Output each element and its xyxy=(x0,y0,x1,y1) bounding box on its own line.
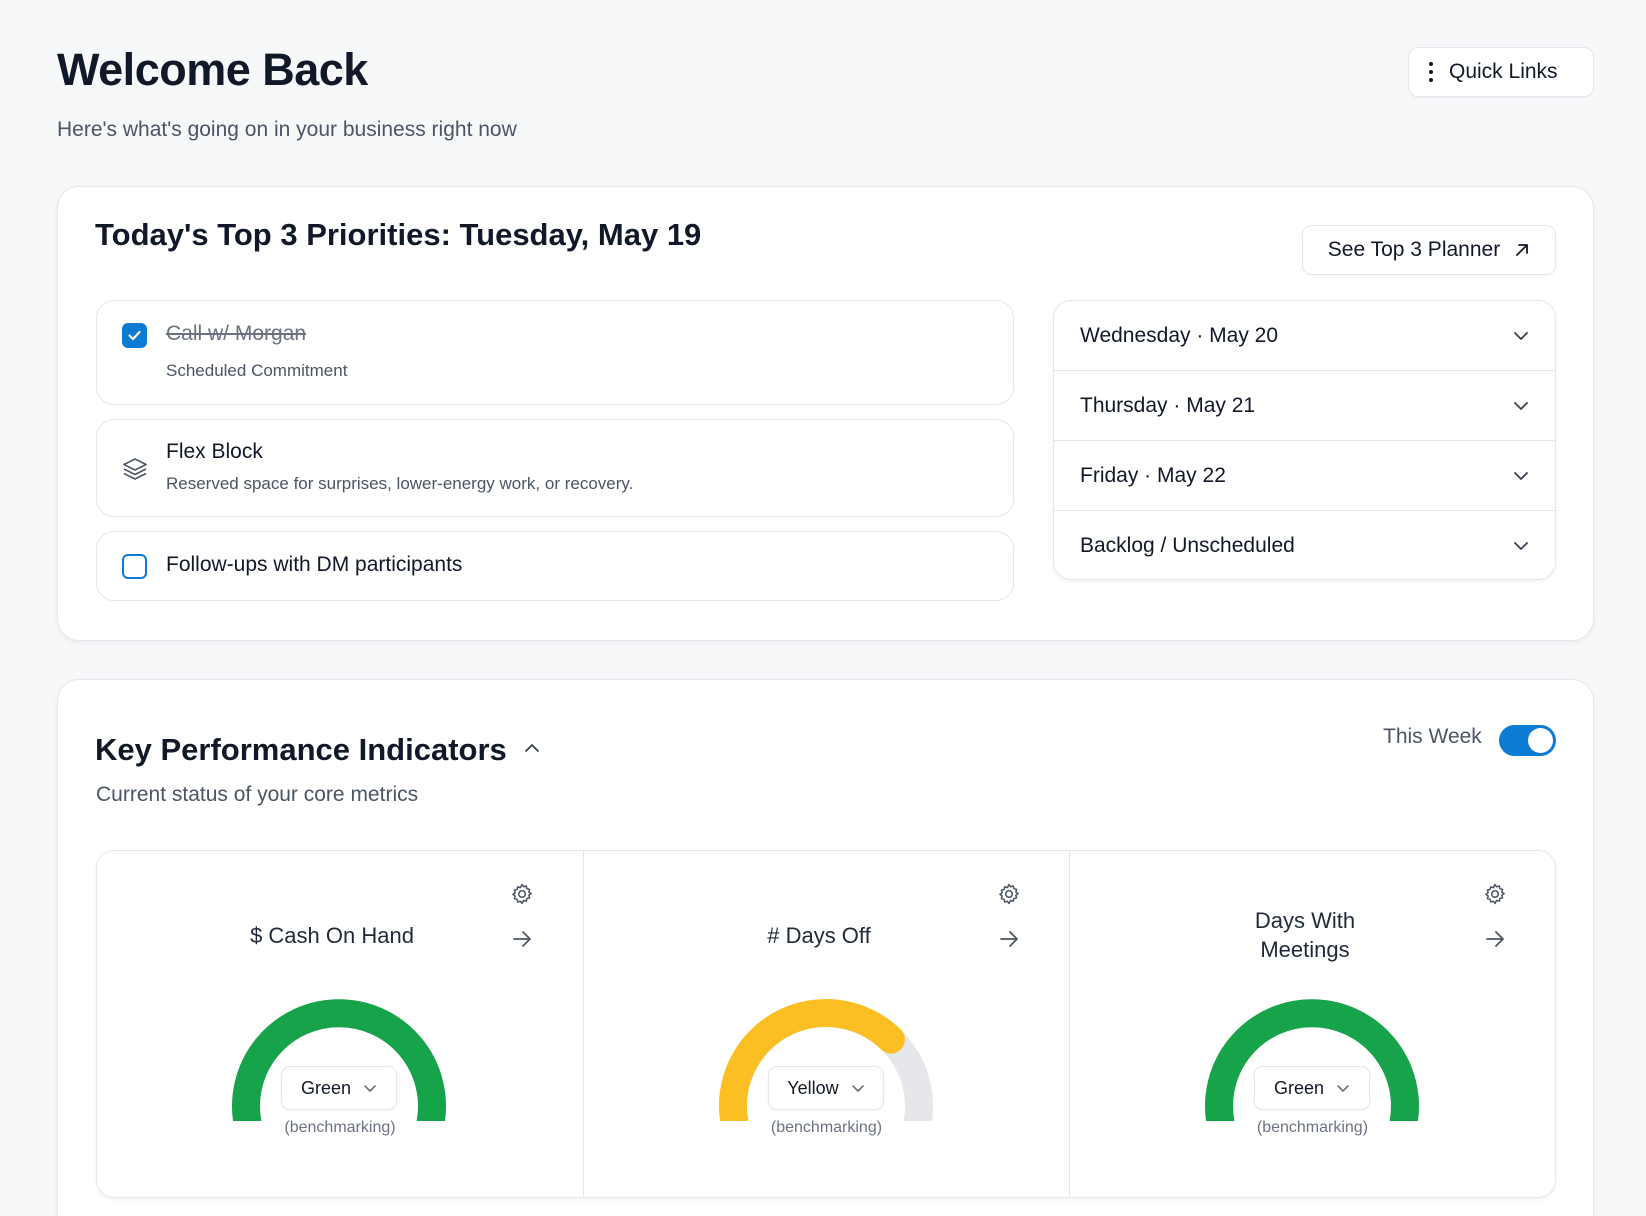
benchmark-note: (benchmarking) xyxy=(284,1119,396,1136)
priority-checkbox[interactable] xyxy=(122,323,147,348)
kpi-name: Days With Meetings xyxy=(1140,891,1470,981)
chevron-down-icon xyxy=(851,1084,864,1092)
day-label: Friday · May 22 xyxy=(1080,463,1226,487)
priority-title: Follow-ups with DM participants xyxy=(166,553,463,576)
day-row-friday[interactable]: Friday · May 22 xyxy=(1054,441,1555,511)
layers-icon xyxy=(123,458,147,480)
kpi-name-text: $ Cash On Hand xyxy=(250,922,414,948)
kpi-name-text: Days With Meetings xyxy=(1254,908,1356,962)
toggle-knob xyxy=(1528,728,1553,753)
page-subtitle: Here's what's going on in your business … xyxy=(57,118,517,141)
status-dropdown[interactable]: Yellow xyxy=(767,1066,884,1110)
kpi-card: Key Performance Indicators Current statu… xyxy=(57,679,1594,1216)
kpi-subtitle: Current status of your core metrics xyxy=(96,783,419,806)
upcoming-days-list: Wednesday · May 20 Thursday · May 21 Fri… xyxy=(1053,300,1556,580)
priority-item: Call w/ Morgan Scheduled Commitment xyxy=(96,300,1014,405)
see-top3-planner-button[interactable]: See Top 3 Planner xyxy=(1302,225,1556,275)
kpi-grid: $ Cash On Hand Green (benchmarking) xyxy=(96,850,1556,1198)
status-value: Green xyxy=(300,1077,352,1098)
chevron-down-icon xyxy=(1514,471,1528,480)
priority-subtitle: Scheduled Commitment xyxy=(166,361,348,380)
chevron-up-icon[interactable] xyxy=(523,742,541,754)
status-value: Yellow xyxy=(787,1077,839,1098)
priority-title: Call w/ Morgan xyxy=(166,322,307,345)
benchmark-note: (benchmarking) xyxy=(1256,1119,1369,1136)
arrow-right-icon[interactable] xyxy=(1483,927,1507,951)
kpi-gauge xyxy=(1204,999,1419,1121)
chevron-down-icon xyxy=(1514,331,1528,340)
priorities-title: Today's Top 3 Priorities: Tuesday, May 1… xyxy=(95,217,702,252)
external-arrow-icon xyxy=(1516,244,1529,256)
day-label: Backlog / Unscheduled xyxy=(1080,534,1295,557)
gear-icon[interactable] xyxy=(1483,882,1507,906)
quick-links-label: Quick Links xyxy=(1449,60,1558,83)
period-toggle-label: This Week xyxy=(1383,725,1482,748)
kpi-gauge xyxy=(718,998,933,1121)
gear-icon[interactable] xyxy=(997,882,1021,906)
chevron-down-icon xyxy=(1514,542,1528,550)
status-value: Green xyxy=(1273,1077,1324,1098)
kpi-title: Key Performance Indicators xyxy=(95,732,507,767)
chevron-down-icon xyxy=(1337,1084,1349,1092)
more-vertical-icon xyxy=(1429,62,1433,82)
benchmark-note: (benchmarking) xyxy=(770,1119,883,1136)
kpi-tile-days-off: # Days Off Yellow (benchmarking) xyxy=(582,851,1069,1197)
gauge-value-arc xyxy=(1204,999,1419,1121)
status-dropdown[interactable]: Green xyxy=(1253,1066,1370,1110)
priority-subtitle: Reserved space for surprises, lower-ener… xyxy=(166,474,634,493)
chevron-down-icon xyxy=(364,1084,376,1092)
arrow-right-icon[interactable] xyxy=(510,927,534,951)
kpi-name: # Days Off xyxy=(654,891,984,981)
day-label: Thursday · May 21 xyxy=(1080,393,1256,417)
priorities-card: Today's Top 3 Priorities: Tuesday, May 1… xyxy=(57,186,1594,641)
checkmark-icon xyxy=(128,330,141,341)
day-row-backlog[interactable]: Backlog / Unscheduled xyxy=(1054,511,1555,579)
gauge-value-arc xyxy=(718,998,905,1121)
priority-item: Follow-ups with DM participants xyxy=(96,531,1014,601)
status-dropdown[interactable]: Green xyxy=(281,1066,397,1110)
priority-item[interactable]: Flex Block Reserved space for surprises,… xyxy=(96,419,1014,517)
priority-title: Flex Block xyxy=(166,440,263,463)
day-row-thursday[interactable]: Thursday · May 21 xyxy=(1054,371,1555,441)
day-row-wednesday[interactable]: Wednesday · May 20 xyxy=(1054,301,1555,371)
kpi-tile-days-with-meetings: Days With Meetings Green (benchmarking) xyxy=(1068,851,1555,1197)
day-label: Wednesday · May 20 xyxy=(1080,323,1279,347)
period-toggle[interactable] xyxy=(1499,725,1556,756)
quick-links-button[interactable]: Quick Links xyxy=(1408,47,1594,97)
arrow-right-icon[interactable] xyxy=(997,927,1021,951)
chevron-down-icon xyxy=(1514,401,1528,410)
planner-button-label: See Top 3 Planner xyxy=(1327,238,1501,261)
kpi-name-text: # Days Off xyxy=(767,922,871,948)
gauge-value-arc xyxy=(232,999,446,1121)
kpi-name: $ Cash On Hand xyxy=(167,891,497,981)
page-title: Welcome Back xyxy=(57,44,368,95)
kpi-tile-cash-on-hand: $ Cash On Hand Green (benchmarking) xyxy=(97,851,583,1197)
kpi-gauge xyxy=(232,999,446,1121)
gear-icon[interactable] xyxy=(510,882,534,906)
priority-checkbox[interactable] xyxy=(122,554,147,579)
